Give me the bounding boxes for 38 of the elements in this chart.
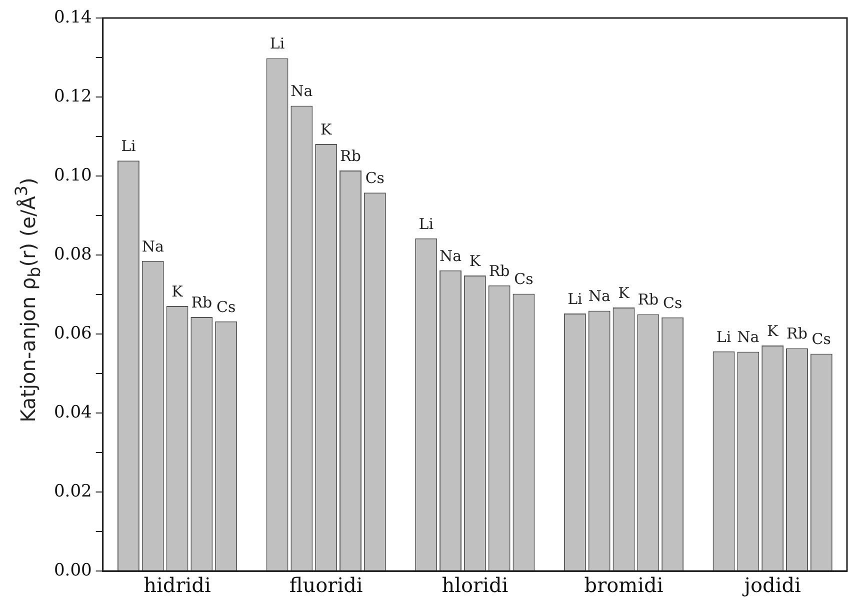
text: K	[618, 284, 630, 302]
text: Rb	[786, 324, 808, 343]
y-tick-label: 0.08	[54, 244, 92, 264]
series-label: Li	[568, 290, 583, 308]
text: Na	[737, 328, 760, 346]
text: K	[469, 252, 481, 270]
text: K	[320, 120, 332, 138]
y-tick-label: 0.14	[54, 7, 92, 28]
y-tick-label: 0.00	[54, 560, 92, 580]
text: Li	[418, 214, 434, 233]
x-tick-label: bromidi	[584, 573, 664, 598]
y-tick-label: 0.12	[54, 86, 92, 106]
y-tick-label: 0.10	[54, 165, 92, 186]
x-tick-label: hloridi	[442, 573, 508, 598]
text: Cs	[812, 330, 831, 348]
series-label: K	[172, 282, 184, 300]
text: Na	[290, 82, 313, 100]
x-tick-label: jodidi	[742, 573, 801, 598]
text: Na	[142, 237, 164, 256]
y-tick-label: 0.02	[54, 481, 92, 502]
series-label: Na	[439, 246, 462, 265]
text: Li	[270, 34, 285, 53]
x-tick-label: hidridi	[144, 573, 211, 598]
text: Rb	[638, 290, 659, 309]
text: Cs	[365, 168, 385, 187]
text: Li	[716, 328, 732, 346]
x-tick-label: fluoridi	[289, 573, 363, 598]
series-label: Cs	[514, 270, 534, 288]
text: Rb	[488, 262, 510, 280]
series-label: Rb	[340, 146, 361, 165]
text: Li	[121, 136, 136, 155]
text: Cs	[662, 294, 682, 312]
text: Rb	[191, 293, 212, 312]
y-tick-label: 0.04	[54, 402, 92, 422]
text: Na	[588, 287, 610, 306]
text: Cs	[216, 298, 236, 316]
text: K	[766, 322, 778, 340]
y-tick-label: 0.06	[54, 323, 92, 344]
